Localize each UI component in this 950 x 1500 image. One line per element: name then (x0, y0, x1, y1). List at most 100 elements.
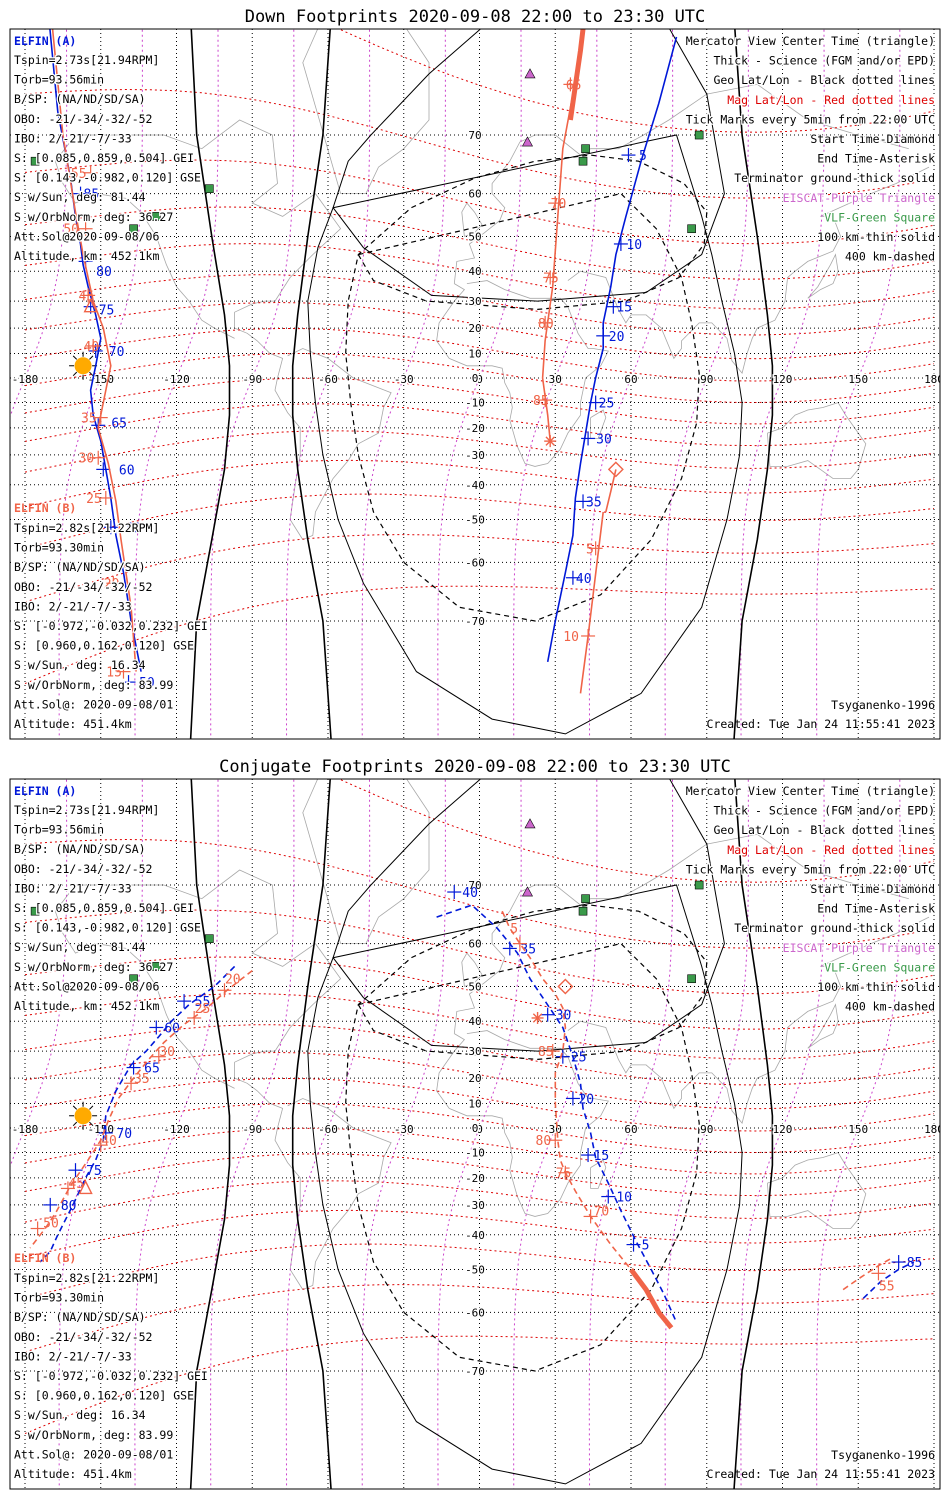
elfin-b-time-label: 70 (551, 197, 567, 212)
vlf-square-icon (152, 212, 161, 221)
elfin-a-info-line: Torb=93.56min (14, 73, 104, 87)
lon-tick-label: -180 (12, 1123, 39, 1136)
lon-tick-label: 120 (773, 373, 793, 386)
down-elfin-b-info: ELFIN (B) Tspin=2.82s[21.22RPM] Torb=93.30… (13, 501, 209, 732)
lat-tick-label: 40 (468, 265, 481, 278)
lon-tick-label: 0 (476, 1123, 483, 1136)
eiscat-triangle-icon (521, 886, 533, 897)
elfin-b-track-segment (842, 1257, 892, 1291)
elfin-b-info-line: B/SP: (NA/ND/SD/SA) (14, 560, 146, 574)
lat-tick-label: 30 (468, 295, 481, 308)
legend-entry: 400 km-dashed (845, 1000, 935, 1014)
elfin-b-info-line: Torb=93.30min (14, 541, 104, 555)
lat-tick-label: -50 (465, 1263, 485, 1276)
lon-tick-label: -60 (318, 373, 338, 386)
elfin-a-time-label: 25 (599, 397, 615, 412)
elfin-b-time-label: 40 (101, 1134, 117, 1149)
elfin-a-info-line: Att.Sol@2020-09-08/06 (14, 229, 159, 243)
elfin-a-time-label: 55 (126, 521, 142, 536)
elfin-b-time-label: 5 (510, 922, 518, 937)
elfin-b-time-label: 55 (71, 167, 87, 182)
conjugate-chart-title: Conjugate Footprints 2020-09-08 22:00 to… (219, 757, 731, 777)
elfin-b-info-line: S w/OrbNorm, deg: 83.99 (14, 1428, 173, 1442)
lat-tick-label: -40 (465, 479, 485, 492)
elfin-b-time-label: 5 (586, 542, 594, 557)
elfin-b-time-label: 50 (63, 223, 79, 238)
vlf-square-icon (578, 906, 588, 916)
elfin-b-time-label: 25 (86, 492, 102, 507)
elfin-a-info-line: S: [0.085,0.859,0.504] GEI (14, 151, 194, 165)
legend-entry: End Time-Asterisk (817, 152, 935, 166)
elfin-a-info-line: S: [0.143,-0.982,0.120] GSE (14, 171, 201, 185)
vlf-square-icon (152, 962, 161, 971)
elfin-b-track-segment (501, 910, 632, 1271)
elfin-a-time-label: 60 (164, 1021, 180, 1036)
elfin-a-time-label: 15 (594, 1149, 610, 1164)
vlf-square-icon (129, 224, 138, 234)
down-geo-graticule (10, 29, 940, 739)
sun-icon (69, 351, 98, 380)
view-center-triangle-icon (78, 1179, 93, 1195)
elfin-a-time-label: 10 (626, 238, 642, 253)
elfin-a-info-line: IBO: 2/-21/-7/-33 (14, 881, 132, 895)
elfin-b-info-line: Att.Sol@: 2020-09-08/01 (14, 697, 173, 711)
lat-tick-label: 40 (468, 1015, 481, 1028)
lat-tick-label: -30 (465, 449, 485, 462)
elfin-a-time-label: 25 (571, 1051, 587, 1066)
elfin-b-info-line: Altitude: 451.4km (14, 717, 132, 731)
conjugate-axis-labels: -180 -150 -120 -90 -60 -30 0 30 60 90 120 150 180706… (10, 878, 940, 1380)
lat-tick-label: 60 (468, 938, 481, 951)
elfin-b-time-label: 30 (159, 1045, 175, 1060)
elfin-b-info-line: Altitude: 451.4km (14, 1467, 132, 1481)
vlf-square-icon (581, 144, 590, 153)
lat-tick-label: 0 (472, 372, 479, 385)
lon-tick-label: 90 (700, 1123, 713, 1136)
lat-tick-label: 60 (468, 188, 481, 201)
elfin-a-time-label: 40 (576, 572, 592, 587)
legend-entry: Terminator ground-thick solid (734, 921, 935, 935)
elfin-b-time-label: 25 (195, 1002, 211, 1017)
lat-tick-label: 10 (468, 1097, 481, 1110)
view-center-triangle-icon (83, 298, 98, 313)
legend-entry: Thick - Science (FGM and/or EPD) (713, 804, 935, 818)
lon-tick-label: -90 (242, 1123, 262, 1136)
elfin-a-track-segment (436, 904, 678, 1323)
model-name: Tsyganenko-1996 (831, 698, 935, 712)
elfin-a-time-label: 5 (639, 149, 647, 164)
lat-tick-label: -70 (465, 1365, 485, 1378)
end-asterisk-icon (531, 1011, 544, 1024)
legend-entry: Tick Marks every 5min from 22:00 UTC (686, 112, 935, 126)
elfin-b-info-line: S w/Sun, deg: 16.34 (14, 1408, 146, 1422)
lat-tick-label: -60 (465, 556, 485, 569)
lat-tick-label: 0 (472, 1122, 479, 1135)
vlf-square-icon (578, 156, 588, 166)
lat-tick-label: -70 (465, 615, 485, 628)
elfin-a-time-label: 30 (596, 432, 612, 447)
eiscat-triangle-icon (521, 136, 533, 147)
elfin-a-time-label: 85 (907, 1256, 923, 1271)
lat-tick-label: 20 (468, 322, 481, 335)
elfin-a-info-line: B/SP: (NA/ND/SD/SA) (14, 842, 146, 856)
sun-icon (69, 1101, 98, 1130)
vlf-square-icon (205, 934, 214, 943)
end-asterisk-icon (544, 435, 557, 448)
created-timestamp: Created: Tue Jan 24 11:55:41 2023 (707, 1467, 936, 1481)
conjugate-terminator (189, 779, 774, 1489)
elfin-a-time-label: 80 (61, 1199, 77, 1214)
legend-entry: Geo Lat/Lon - Black dotted lines (713, 73, 935, 87)
down-mag-graticule (10, 29, 935, 739)
vlf-square-icon (30, 906, 40, 916)
elfin-b-time-label: 15 (106, 666, 122, 681)
elfin-b-track-segment (629, 1267, 674, 1330)
elfin-b-time-label: 10 (563, 630, 579, 645)
elfin-b-track-segment (579, 511, 604, 694)
conjugate-ring-400km (345, 904, 708, 1372)
elfin-b-info-line: IBO: 2/-21/-7/-33 (14, 599, 132, 613)
down-chart-title: Down Footprints 2020-09-08 22:00 to 23:3… (245, 7, 706, 27)
down-legend: Mercator View Center Time (triangle) Thic… (685, 33, 937, 265)
legend-entry: Start Time-Diamond (810, 882, 935, 896)
elfin-a-info-line: Altitude, km: 452.1km (14, 249, 159, 263)
vlf-square-icon (30, 156, 40, 166)
down-plot-area: -180 -150 -120 -90 -60 -30 0 30 60 90 120 150 180706… (10, 29, 940, 739)
